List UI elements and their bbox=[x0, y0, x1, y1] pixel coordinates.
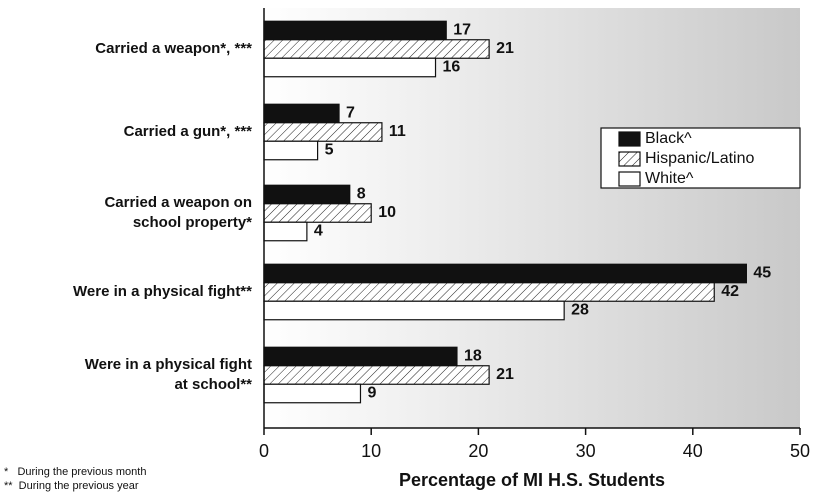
value-label: 8 bbox=[357, 186, 366, 203]
bar bbox=[263, 346, 458, 367]
legend-swatch bbox=[618, 151, 641, 167]
x-tick-label: 50 bbox=[790, 441, 810, 461]
category-label: school property* bbox=[133, 214, 252, 231]
value-label: 21 bbox=[496, 366, 514, 383]
category-label: Carried a gun*, *** bbox=[124, 123, 253, 140]
value-label: 11 bbox=[389, 123, 406, 140]
bar bbox=[263, 221, 308, 242]
bar bbox=[263, 300, 565, 321]
value-label: 7 bbox=[346, 105, 355, 122]
legend-swatch bbox=[618, 171, 641, 187]
bar bbox=[263, 103, 340, 124]
value-label: 28 bbox=[571, 302, 589, 319]
bar bbox=[263, 365, 490, 385]
category-label: Carried a weapon*, *** bbox=[95, 40, 252, 57]
category-label: Carried a weapon on bbox=[104, 194, 252, 211]
x-tick-label: 10 bbox=[361, 441, 381, 461]
bar bbox=[263, 203, 372, 223]
footnote: ** During the previous year bbox=[4, 480, 139, 492]
value-label: 18 bbox=[464, 348, 482, 365]
x-tick-label: 20 bbox=[468, 441, 488, 461]
bar bbox=[263, 383, 362, 404]
value-label: 5 bbox=[325, 142, 334, 159]
value-label: 45 bbox=[753, 265, 771, 282]
x-axis-title: Percentage of MI H.S. Students bbox=[399, 470, 665, 490]
category-label: Were in a physical fight** bbox=[73, 283, 252, 300]
bar bbox=[263, 184, 351, 205]
value-label: 17 bbox=[453, 22, 471, 39]
x-tick-label: 30 bbox=[576, 441, 596, 461]
value-label: 9 bbox=[367, 385, 376, 402]
value-label: 21 bbox=[496, 40, 514, 57]
value-label: 42 bbox=[721, 283, 739, 300]
bar bbox=[263, 140, 319, 161]
bar bbox=[263, 20, 447, 41]
x-tick-label: 40 bbox=[683, 441, 703, 461]
value-label: 10 bbox=[378, 204, 396, 221]
category-label: Were in a physical fight bbox=[85, 356, 252, 373]
bar bbox=[263, 57, 437, 78]
footnote: * During the previous month bbox=[4, 466, 146, 478]
value-label: 16 bbox=[443, 59, 461, 76]
bar bbox=[263, 282, 715, 302]
legend-label: Hispanic/Latino bbox=[645, 150, 755, 167]
legend-swatch bbox=[618, 131, 641, 147]
category-label: at school** bbox=[174, 376, 252, 393]
x-tick-label: 0 bbox=[259, 441, 269, 461]
bar bbox=[263, 263, 747, 284]
bar bbox=[263, 122, 383, 142]
legend-label: White^ bbox=[645, 170, 694, 187]
bar bbox=[263, 39, 490, 59]
value-label: 4 bbox=[314, 223, 323, 240]
legend-label: Black^ bbox=[645, 130, 692, 147]
